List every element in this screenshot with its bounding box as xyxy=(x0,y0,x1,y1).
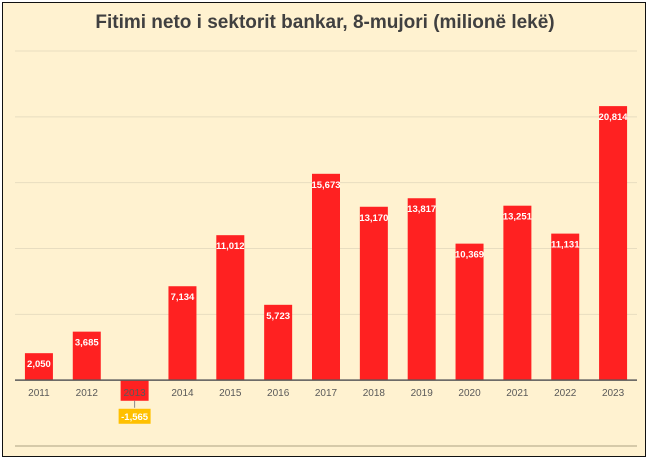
bar-2020 xyxy=(455,243,484,381)
x-tick-label: 2021 xyxy=(506,388,529,399)
x-tick-label: 2023 xyxy=(602,388,625,399)
data-label: 7,134 xyxy=(171,292,195,303)
x-tick-label: 2016 xyxy=(267,388,290,399)
bar-2018 xyxy=(359,206,388,381)
bar-2011 xyxy=(24,353,53,381)
bar-2016 xyxy=(264,304,293,381)
bar-2017 xyxy=(312,173,340,381)
x-tick-label: 2018 xyxy=(363,388,386,399)
data-label: 5,723 xyxy=(266,311,290,322)
data-label: -1,565 xyxy=(121,412,149,423)
chart-title: Fitimi neto i sektorit bankar, 8-mujori … xyxy=(95,12,555,33)
bar-2014 xyxy=(168,286,197,381)
bar-2015 xyxy=(216,235,245,381)
bar-2022 xyxy=(551,233,580,381)
x-tick-label: 2015 xyxy=(219,388,242,399)
bar-2012 xyxy=(72,331,101,381)
data-label: 3,685 xyxy=(75,338,99,349)
x-tick-label: 2020 xyxy=(458,388,481,399)
negative-label-box xyxy=(118,408,151,424)
data-label: 13,817 xyxy=(407,204,436,215)
data-label: 20,814 xyxy=(599,112,629,123)
data-label: 13,170 xyxy=(359,213,388,224)
data-label: 2,050 xyxy=(27,359,51,370)
data-label: 13,251 xyxy=(503,212,533,223)
data-label: 11,012 xyxy=(216,241,245,252)
x-tick-label: 2017 xyxy=(315,388,338,399)
x-tick-label: 2022 xyxy=(554,388,577,399)
data-label: 10,369 xyxy=(455,250,484,261)
x-tick-label: 2014 xyxy=(171,388,194,399)
x-tick-label: 2019 xyxy=(411,388,434,399)
x-tick-label: 2011 xyxy=(28,388,50,399)
data-label: 15,673 xyxy=(311,180,340,191)
x-tick-label: 2012 xyxy=(76,388,99,399)
bar-2013 xyxy=(120,380,149,401)
x-tick-label: 2013 xyxy=(123,388,146,399)
bar-2019 xyxy=(407,198,436,381)
data-label: 11,131 xyxy=(551,240,580,251)
bar-2023 xyxy=(599,106,628,381)
bar-2021 xyxy=(503,205,532,381)
